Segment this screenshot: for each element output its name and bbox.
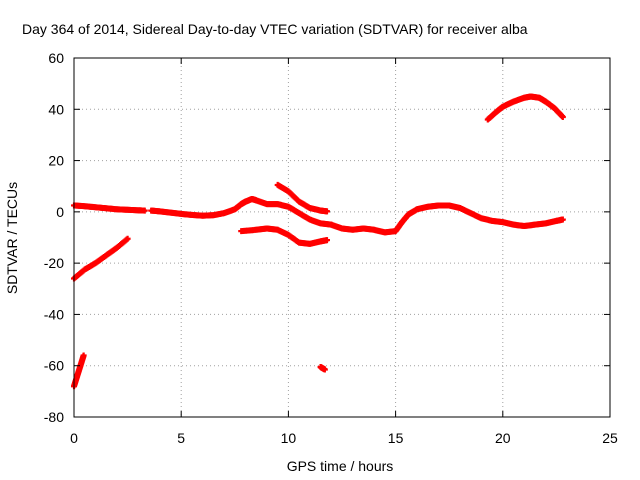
data-point xyxy=(124,235,131,242)
plot-frame xyxy=(73,57,611,418)
data-point xyxy=(559,216,566,223)
y-tick-label: -80 xyxy=(44,409,64,425)
y-tick-label: -40 xyxy=(44,306,64,322)
data-point xyxy=(141,207,148,214)
grid-lines xyxy=(74,58,610,417)
series-lower-8-12 xyxy=(238,225,330,247)
data-point xyxy=(323,237,330,244)
y-tick-label: 20 xyxy=(48,153,64,169)
series-dot-11.6 xyxy=(317,363,328,373)
x-tick-label: 20 xyxy=(495,430,511,446)
data-points xyxy=(71,93,566,390)
y-tick-label: -20 xyxy=(44,255,64,271)
y-tick-label: 60 xyxy=(48,50,64,66)
axis-ticks: 0 5 10 15 20 25 -80 -60 -40 -20 0 20 40 60 xyxy=(44,50,618,446)
series-upper-9-12 xyxy=(274,181,330,215)
x-tick-label: 5 xyxy=(177,430,185,446)
series-band-15-23 xyxy=(405,202,566,229)
series-upper-main xyxy=(71,202,148,214)
data-point xyxy=(323,208,330,215)
y-axis-label: SDTVAR / TECUs xyxy=(4,182,20,294)
y-tick-label: 40 xyxy=(48,101,64,117)
x-tick-label: 0 xyxy=(70,430,78,446)
x-tick-label: 15 xyxy=(388,430,404,446)
data-point xyxy=(80,352,87,359)
y-tick-label: -60 xyxy=(44,358,64,374)
series-arc-19-23 xyxy=(484,93,566,123)
data-point xyxy=(321,366,328,373)
x-axis-label: GPS time / hours xyxy=(287,458,394,474)
chart-title: Day 364 of 2014, Sidereal Day-to-day VTE… xyxy=(22,21,528,37)
series-rising-0-2.5 xyxy=(71,235,131,282)
x-tick-label: 25 xyxy=(602,430,618,446)
data-point xyxy=(559,113,566,120)
y-tick-label: 0 xyxy=(56,204,64,220)
series-band-4-8 xyxy=(148,196,335,228)
x-tick-label: 10 xyxy=(281,430,297,446)
